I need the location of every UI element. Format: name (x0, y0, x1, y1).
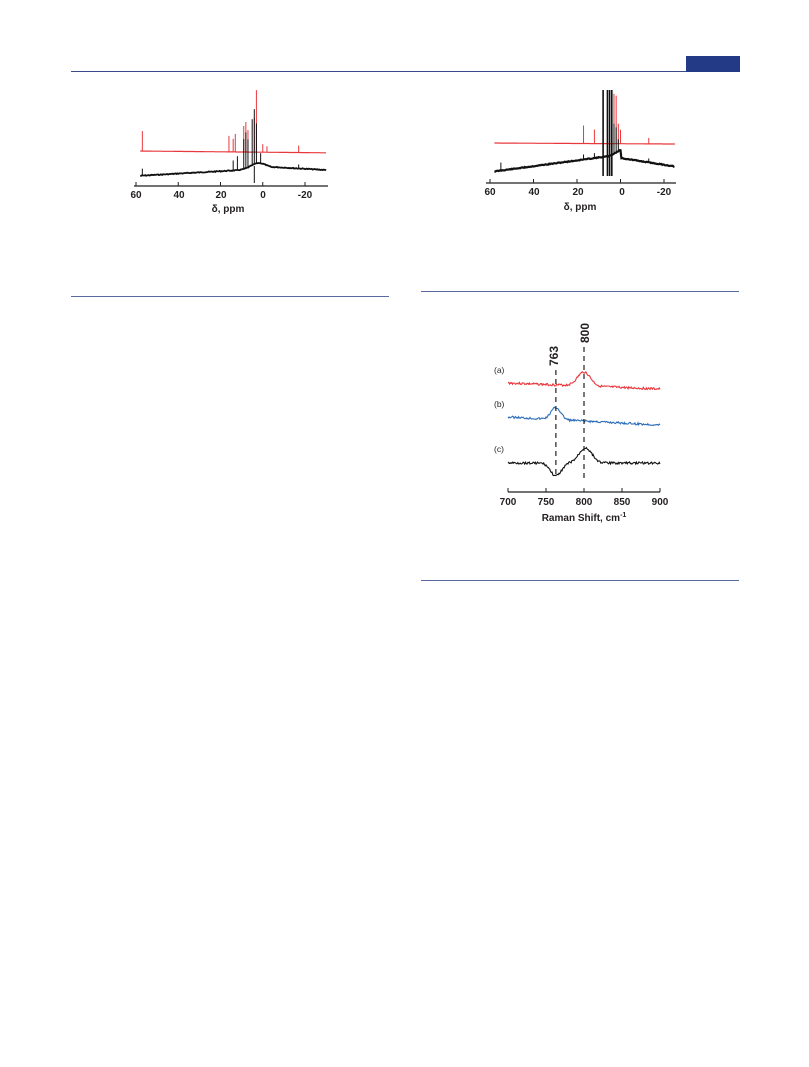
tick-label: 850 (614, 497, 631, 508)
tick-label: 20 (572, 187, 584, 198)
nmr-figure-right: 60 40 20 0 -20 δ, ppm (478, 84, 688, 224)
nmr-chart-left: 60 40 20 0 -20 δ, ppm (130, 90, 328, 215)
tick-label: 800 (576, 497, 593, 508)
section-rule (421, 291, 739, 292)
series-label-a: (a) (494, 365, 505, 375)
section-rule (421, 580, 739, 581)
tick-label: -20 (657, 187, 672, 198)
tick-label: 40 (528, 187, 540, 198)
tick-label: -20 (298, 190, 313, 201)
series-line-a (507, 371, 661, 391)
series-label-c: (c) (494, 444, 504, 454)
raman-chart: 700 750 800 850 900 Raman Shift, cm-1 (a… (494, 323, 669, 524)
peak-label-800: 800 (578, 323, 592, 343)
tick-label: 700 (500, 497, 517, 508)
tick-label: 0 (260, 190, 266, 201)
tick-label: 60 (484, 187, 496, 198)
peak-label-763: 763 (547, 346, 561, 366)
tick-label: 900 (652, 497, 669, 508)
tick-label: 40 (173, 190, 185, 201)
x-axis-label: Raman Shift, cm-1 (542, 512, 627, 524)
series-line-c (507, 446, 661, 477)
section-rule (71, 296, 389, 297)
tick-label: 0 (619, 187, 625, 198)
header-rule (71, 71, 739, 72)
tick-label: 750 (538, 497, 555, 508)
series-line-red (494, 142, 675, 145)
tick-label: 20 (215, 190, 227, 201)
x-axis-label: δ, ppm (212, 204, 245, 215)
nmr-figure-left: 60 40 20 0 -20 δ, ppm (122, 84, 332, 224)
raman-figure: 700 750 800 850 900 Raman Shift, cm-1 (a… (490, 318, 680, 538)
header-color-tab (686, 56, 740, 72)
series-line-black (494, 149, 675, 173)
nmr-chart-right: 60 40 20 0 -20 δ, ppm (484, 90, 676, 213)
x-axis-label: δ, ppm (564, 202, 597, 213)
tick-label: 60 (130, 190, 142, 201)
series-label-b: (b) (494, 399, 505, 409)
